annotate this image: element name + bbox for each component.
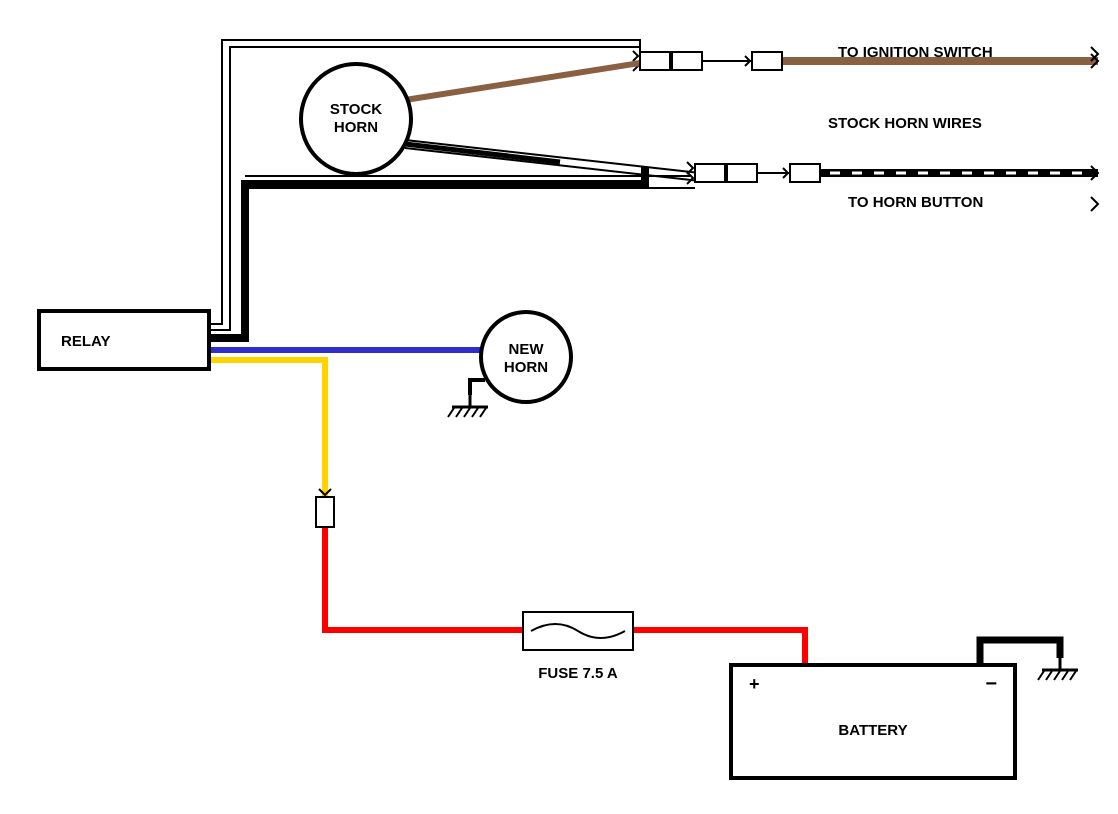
- connector-top_ign_3: [752, 52, 782, 70]
- wire-fusebox-to-battery-red: [633, 630, 805, 665]
- arrow-text-hb: [1091, 197, 1098, 211]
- ground-new-horn: [472, 408, 478, 417]
- ground-new-horn: [448, 408, 454, 417]
- stock-horn-label: HORN: [334, 119, 378, 136]
- ground-battery: [1054, 671, 1060, 680]
- battery-plus: +: [749, 674, 760, 694]
- fuse-label: FUSE 7.5 A: [538, 665, 618, 682]
- ground-battery: [1062, 671, 1068, 680]
- connector-fuse_inline: [316, 497, 334, 527]
- wire-stockhorn-btn-fill: [405, 144, 560, 162]
- battery-label: BATTERY: [838, 722, 907, 739]
- wire-fuse-to-fusebox-red: [325, 527, 523, 630]
- stock-horn-wires-label: STOCK HORN WIRES: [828, 115, 982, 132]
- stock-horn-label: STOCK: [330, 101, 382, 118]
- relay-label: RELAY: [61, 333, 110, 350]
- to-horn-button-label: TO HORN BUTTON: [848, 194, 983, 211]
- wire-newhorn-ground: [470, 380, 485, 395]
- to-ignition-label: TO IGNITION SWITCH: [838, 44, 993, 61]
- wire-battery-neg-to-ground: [980, 640, 1060, 665]
- wire-relay-to-fuse-yellow: [209, 360, 325, 497]
- ground-battery: [1046, 671, 1052, 680]
- wire-stockhorn-to-btn-outer-top: [405, 140, 700, 173]
- new-horn-label: NEW: [509, 341, 545, 358]
- arrow-ign-conn: [633, 51, 638, 61]
- wire-relay-to-horn-btn-thick: [209, 167, 645, 338]
- connector-btn_3: [790, 164, 820, 182]
- ground-battery: [1038, 671, 1044, 680]
- connector-btn_2: [727, 164, 757, 182]
- connector-btn_1: [695, 164, 725, 182]
- battery-minus: −: [985, 673, 997, 695]
- ground-new-horn: [464, 408, 470, 417]
- ground-new-horn: [480, 408, 486, 417]
- connector-top_ign_2: [672, 52, 702, 70]
- connector-top_ign_1: [640, 52, 670, 70]
- wiring-diagram: RELAYSTOCKHORNNEWHORNFUSE 7.5 A+−BATTERY…: [0, 0, 1118, 814]
- arrow-btn-conn: [687, 172, 693, 184]
- ground-new-horn: [456, 408, 462, 417]
- new-horn-label: HORN: [504, 359, 548, 376]
- wire-stockhorn-to-ign: [405, 63, 640, 100]
- ground-battery: [1070, 671, 1076, 680]
